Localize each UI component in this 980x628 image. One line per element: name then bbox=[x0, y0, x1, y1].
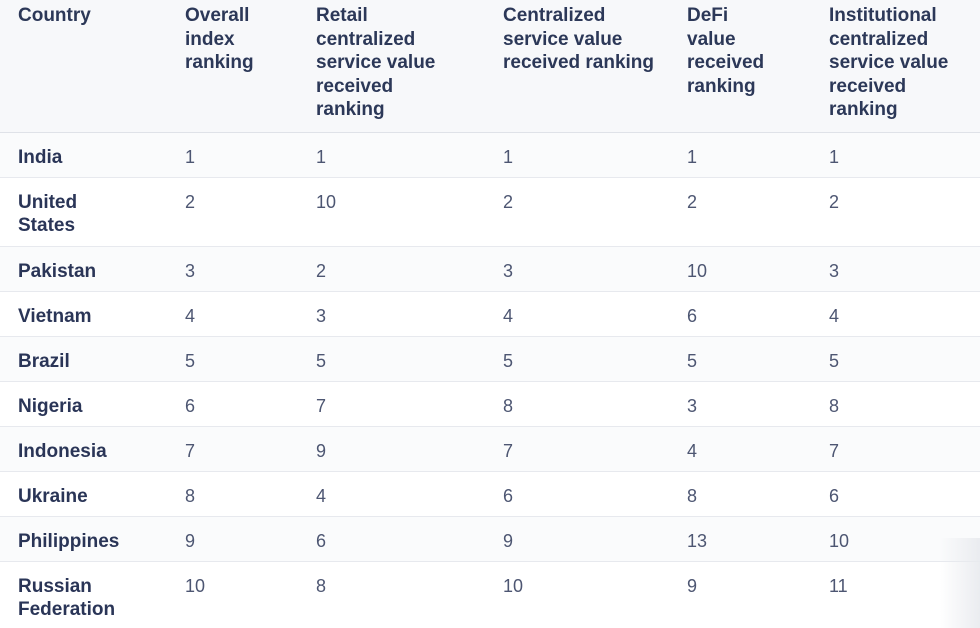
country-cell: Vietnam bbox=[18, 305, 92, 327]
defi-rank-cell: 5 bbox=[687, 350, 698, 371]
country-cell: Nigeria bbox=[18, 395, 83, 417]
institutional-rank-cell: 1 bbox=[829, 146, 840, 167]
table-row: Philippines 9 6 9 13 10 bbox=[0, 516, 980, 561]
retail-rank-cell: 9 bbox=[316, 440, 327, 461]
country-cell: Philippines bbox=[18, 530, 120, 552]
defi-rank-cell: 3 bbox=[687, 395, 698, 416]
retail-rank-cell: 2 bbox=[316, 260, 327, 281]
table-row: Nigeria 6 7 8 3 8 bbox=[0, 381, 980, 426]
table-row: Ukraine 8 4 6 8 6 bbox=[0, 471, 980, 516]
country-cell: Ukraine bbox=[18, 485, 88, 507]
overall-rank-cell: 7 bbox=[185, 440, 196, 461]
retail-rank-cell: 8 bbox=[316, 575, 327, 596]
table-row: United States 2 10 2 2 2 bbox=[0, 177, 980, 246]
defi-rank-cell: 6 bbox=[687, 305, 698, 326]
retail-rank-cell: 1 bbox=[316, 146, 327, 167]
table-row: Russian Federation 10 8 10 9 11 bbox=[0, 561, 980, 628]
overall-rank-cell: 5 bbox=[185, 350, 196, 371]
institutional-rank-cell: 8 bbox=[829, 395, 840, 416]
overall-rank-cell: 3 bbox=[185, 260, 196, 281]
country-cell: Brazil bbox=[18, 350, 70, 372]
retail-rank-cell: 7 bbox=[316, 395, 327, 416]
centralized-rank-cell: 9 bbox=[503, 530, 514, 551]
country-cell: India bbox=[18, 146, 63, 168]
header-institutional-centralized-ranking: Institutional centralized service value … bbox=[811, 0, 980, 133]
retail-rank-cell: 5 bbox=[316, 350, 327, 371]
retail-rank-cell: 4 bbox=[316, 485, 327, 506]
institutional-rank-cell: 4 bbox=[829, 305, 840, 326]
overall-rank-cell: 4 bbox=[185, 305, 196, 326]
table-row: Vietnam 4 3 4 6 4 bbox=[0, 291, 980, 336]
header-country: Country bbox=[0, 0, 167, 133]
overall-rank-cell: 10 bbox=[185, 575, 206, 596]
defi-rank-cell: 4 bbox=[687, 440, 698, 461]
header-row: Country Overall index ranking Retail cen… bbox=[0, 0, 980, 133]
overall-rank-cell: 1 bbox=[185, 146, 196, 167]
centralized-rank-cell: 4 bbox=[503, 305, 514, 326]
country-cell: Pakistan bbox=[18, 260, 97, 282]
overall-rank-cell: 2 bbox=[185, 191, 196, 212]
overall-rank-cell: 8 bbox=[185, 485, 196, 506]
institutional-rank-cell: 5 bbox=[829, 350, 840, 371]
institutional-rank-cell: 7 bbox=[829, 440, 840, 461]
centralized-rank-cell: 10 bbox=[503, 575, 524, 596]
centralized-rank-cell: 6 bbox=[503, 485, 514, 506]
country-cell: United States bbox=[18, 191, 78, 236]
centralized-rank-cell: 2 bbox=[503, 191, 514, 212]
institutional-rank-cell: 6 bbox=[829, 485, 840, 506]
institutional-rank-cell: 2 bbox=[829, 191, 840, 212]
defi-rank-cell: 2 bbox=[687, 191, 698, 212]
retail-rank-cell: 6 bbox=[316, 530, 327, 551]
retail-rank-cell: 10 bbox=[316, 191, 337, 212]
overall-rank-cell: 9 bbox=[185, 530, 196, 551]
country-cell: Indonesia bbox=[18, 440, 107, 462]
header-centralized-ranking: Centralized service value received ranki… bbox=[485, 0, 669, 133]
centralized-rank-cell: 8 bbox=[503, 395, 514, 416]
retail-rank-cell: 3 bbox=[316, 305, 327, 326]
centralized-rank-cell: 5 bbox=[503, 350, 514, 371]
header-retail-centralized-ranking: Retail centralized service value receive… bbox=[298, 0, 485, 133]
header-overall-index-ranking: Overall index ranking bbox=[167, 0, 298, 133]
centralized-rank-cell: 1 bbox=[503, 146, 514, 167]
defi-rank-cell: 9 bbox=[687, 575, 698, 596]
country-cell: Russian Federation bbox=[18, 575, 116, 620]
defi-rank-cell: 1 bbox=[687, 146, 698, 167]
table-row: India 1 1 1 1 1 bbox=[0, 132, 980, 177]
table-header: Country Overall index ranking Retail cen… bbox=[0, 0, 980, 133]
centralized-rank-cell: 3 bbox=[503, 260, 514, 281]
table-row: Pakistan 3 2 3 10 3 bbox=[0, 246, 980, 291]
institutional-rank-cell: 3 bbox=[829, 260, 840, 281]
table-row: Indonesia 7 9 7 4 7 bbox=[0, 426, 980, 471]
institutional-rank-cell: 11 bbox=[829, 575, 848, 596]
header-defi-ranking: DeFi value received ranking bbox=[669, 0, 811, 133]
institutional-rank-cell: 10 bbox=[829, 530, 850, 551]
centralized-rank-cell: 7 bbox=[503, 440, 514, 461]
defi-rank-cell: 8 bbox=[687, 485, 698, 506]
table-row: Brazil 5 5 5 5 5 bbox=[0, 336, 980, 381]
overall-rank-cell: 6 bbox=[185, 395, 196, 416]
defi-rank-cell: 10 bbox=[687, 260, 708, 281]
table-body: India 1 1 1 1 1 United States 2 10 2 2 2… bbox=[0, 132, 980, 628]
defi-rank-cell: 13 bbox=[687, 530, 708, 551]
